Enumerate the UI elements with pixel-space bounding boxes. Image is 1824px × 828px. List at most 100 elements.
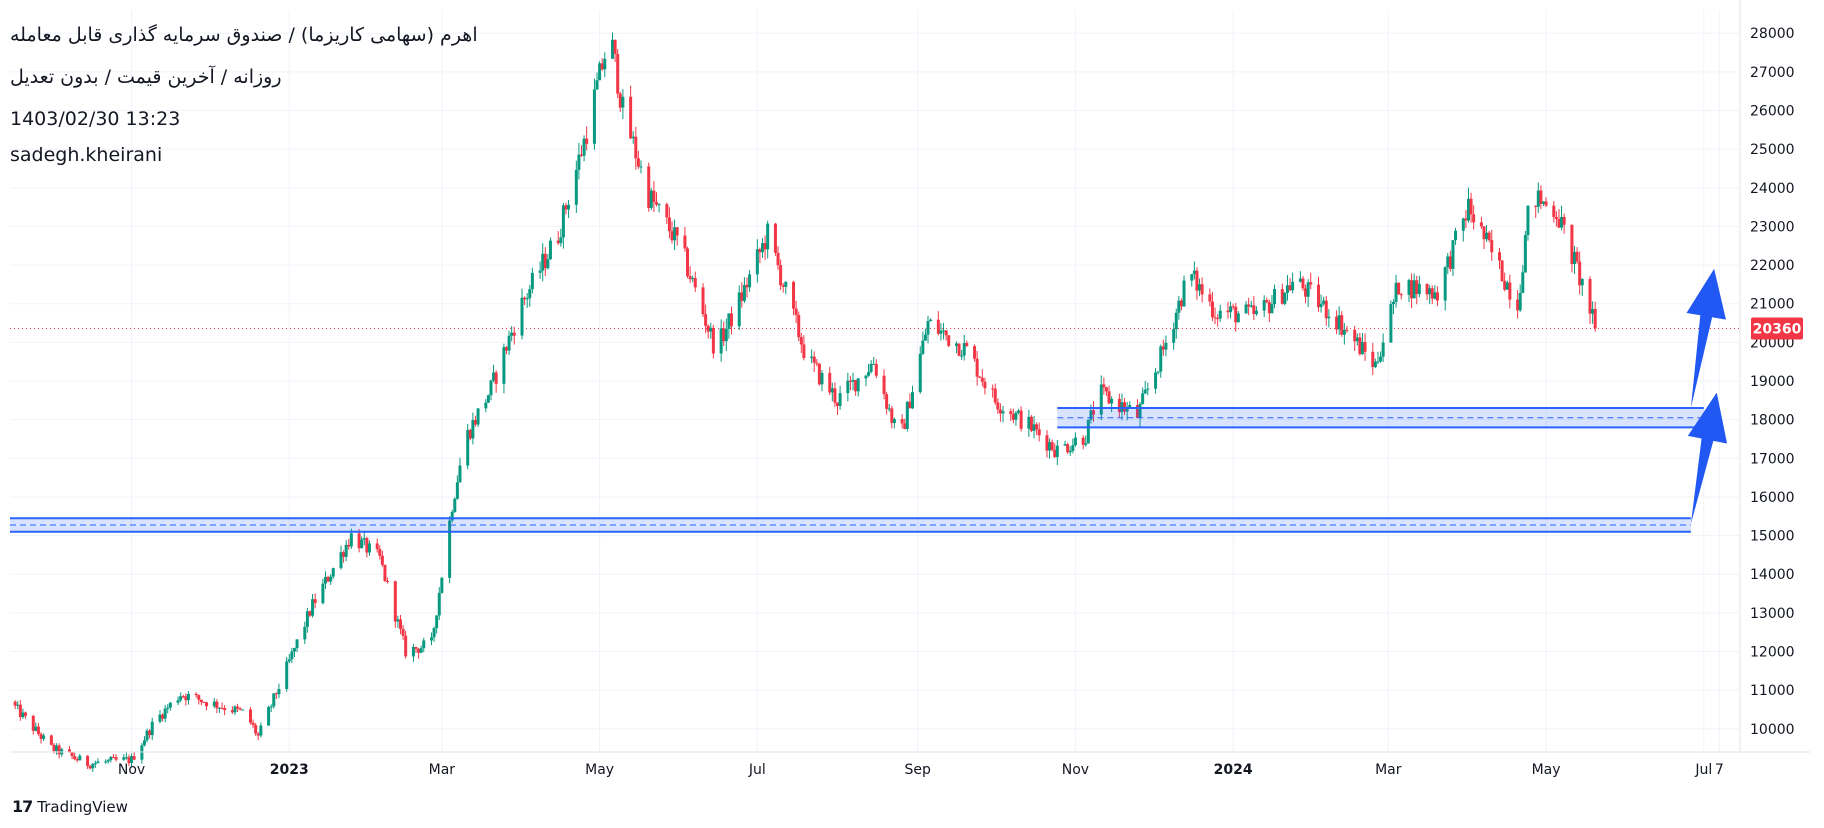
candle-body bbox=[349, 533, 353, 547]
candle-body bbox=[1273, 289, 1277, 305]
price-tick-label: 24000 bbox=[1750, 181, 1795, 197]
candle-body bbox=[830, 388, 834, 393]
breakout-arrows[interactable] bbox=[1686, 268, 1728, 524]
candle-body bbox=[711, 327, 715, 354]
candle-body bbox=[489, 380, 493, 396]
candle-body bbox=[585, 138, 589, 144]
price-tick-label: 17000 bbox=[1750, 451, 1795, 467]
candle-body bbox=[502, 347, 506, 384]
candle-body bbox=[367, 543, 371, 553]
chart-author: sadegh.kheirani bbox=[10, 144, 163, 166]
candle-body bbox=[918, 353, 922, 393]
candle-body bbox=[890, 408, 894, 424]
candle-body bbox=[1138, 403, 1142, 418]
candle-body bbox=[73, 756, 77, 760]
candle-body bbox=[484, 402, 488, 409]
candle-body bbox=[975, 358, 979, 377]
candle-body bbox=[908, 401, 912, 409]
candle-body bbox=[1226, 310, 1230, 313]
candle-body bbox=[621, 96, 625, 108]
candle-body bbox=[1068, 450, 1072, 453]
tradingview-brand[interactable]: 17 TradingView bbox=[12, 797, 128, 816]
candle-body bbox=[784, 281, 788, 287]
candle-body bbox=[1340, 315, 1344, 335]
candle-body bbox=[179, 696, 183, 701]
candle-body bbox=[763, 243, 767, 250]
candle-body bbox=[55, 745, 59, 752]
candle-body bbox=[16, 704, 20, 706]
candle-body bbox=[603, 58, 607, 70]
candle-body bbox=[1376, 361, 1380, 363]
candle-body bbox=[1048, 442, 1052, 451]
price-axis[interactable]: 10000 11000 12000 13000 14000 15000 16000 17000… bbox=[1739, 0, 1795, 752]
candle-body bbox=[1466, 198, 1470, 221]
time-tick-label: Mar bbox=[1375, 762, 1402, 778]
candle-body bbox=[1454, 230, 1458, 241]
time-tick-label: Sep bbox=[904, 762, 931, 778]
candle-body bbox=[1560, 216, 1564, 228]
last-price-label: 20360 bbox=[1753, 321, 1802, 337]
candle-body bbox=[867, 371, 871, 376]
candle-body bbox=[1291, 281, 1295, 291]
candle-body bbox=[18, 704, 22, 718]
candle-body bbox=[742, 284, 746, 301]
candle-body bbox=[486, 395, 490, 403]
candle-body bbox=[1464, 218, 1468, 221]
candle-body bbox=[1534, 205, 1538, 207]
candle-body bbox=[667, 217, 671, 232]
candle-body bbox=[57, 745, 61, 755]
candle-body bbox=[311, 599, 315, 616]
brand-name: TradingView bbox=[37, 797, 128, 816]
candle-body bbox=[1539, 190, 1543, 204]
price-tick-label: 23000 bbox=[1750, 219, 1795, 235]
price-tick-label: 25000 bbox=[1750, 142, 1795, 158]
candle-body bbox=[1353, 329, 1357, 342]
candle-body bbox=[1073, 437, 1077, 446]
candle-body bbox=[1117, 398, 1121, 413]
candle-body bbox=[448, 520, 452, 578]
candle-body bbox=[1285, 285, 1289, 293]
candle-body bbox=[233, 706, 237, 713]
candle-body bbox=[432, 628, 436, 638]
candle-body bbox=[217, 707, 221, 709]
candle-body bbox=[1412, 280, 1416, 299]
candle-body bbox=[24, 712, 28, 716]
candle-body bbox=[799, 337, 803, 345]
candle-body bbox=[277, 689, 281, 695]
candle-body bbox=[1027, 416, 1031, 429]
candle-body bbox=[1379, 356, 1383, 362]
candle-body bbox=[639, 166, 643, 168]
candle-body bbox=[78, 755, 82, 761]
candle-body bbox=[507, 335, 511, 351]
candle-body bbox=[1174, 312, 1178, 330]
candle-body bbox=[492, 372, 496, 381]
candle-body bbox=[430, 637, 434, 641]
candle-body bbox=[1391, 301, 1395, 305]
price-tick-label: 28000 bbox=[1750, 26, 1795, 42]
candle-body bbox=[1092, 410, 1096, 415]
candle-body bbox=[1446, 256, 1450, 268]
time-tick-label: Nov bbox=[1062, 762, 1089, 778]
candle-body bbox=[882, 375, 886, 395]
candle-body bbox=[629, 96, 633, 139]
candle-body bbox=[1355, 337, 1359, 342]
candle-body bbox=[104, 761, 108, 763]
candle-body bbox=[181, 696, 185, 698]
candle-body bbox=[148, 730, 152, 736]
candle-body bbox=[1518, 292, 1522, 311]
candle-body bbox=[1575, 251, 1579, 262]
candle-body bbox=[1407, 280, 1411, 295]
candle-body bbox=[631, 136, 635, 139]
candle-body bbox=[766, 223, 770, 250]
candle-body bbox=[321, 583, 325, 604]
candle-body bbox=[577, 154, 581, 170]
time-tick-label: Jul bbox=[748, 762, 766, 778]
support-zones[interactable] bbox=[10, 407, 1704, 533]
candle-body bbox=[1490, 240, 1494, 253]
candle-body bbox=[1301, 278, 1305, 289]
time-axis[interactable]: Nov 2023 Mar May Jul Sep Nov 2024 Mar May Jul 7 bbox=[10, 751, 1810, 778]
candle-body bbox=[360, 539, 364, 549]
candle-body bbox=[1389, 304, 1393, 343]
candle-body bbox=[616, 53, 620, 94]
